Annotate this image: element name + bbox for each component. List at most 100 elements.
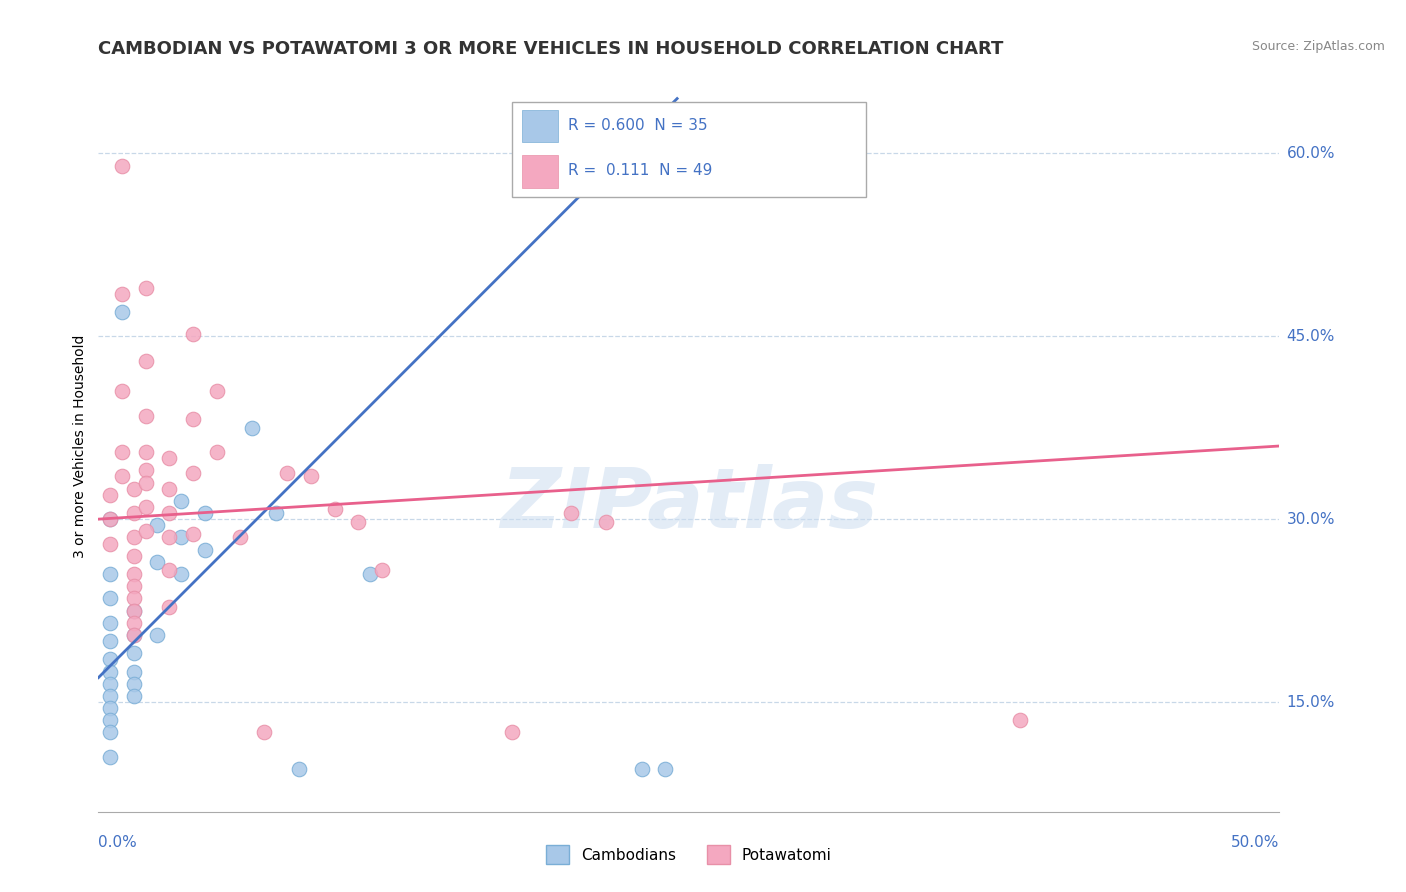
Point [264,506,287,520]
Text: ZIPatlas: ZIPatlas [501,464,877,545]
Point [654,762,676,776]
Point [359,567,381,582]
FancyBboxPatch shape [523,155,558,188]
Point [111,286,134,301]
Point [98,536,121,550]
Point [122,603,145,617]
Point [205,445,228,459]
Point [135,409,157,423]
Point [98,567,121,582]
Point [122,603,145,617]
Point [122,549,145,563]
Point [122,628,145,642]
Point [122,506,145,520]
Point [122,567,145,582]
Point [98,676,121,690]
Text: Source: ZipAtlas.com: Source: ZipAtlas.com [1251,40,1385,54]
Text: 45.0%: 45.0% [1286,329,1334,343]
Point [157,506,180,520]
Point [98,714,121,728]
Point [98,488,121,502]
Point [288,762,311,776]
Point [560,146,582,161]
Point [111,159,134,173]
Point [122,676,145,690]
Point [135,475,157,490]
Point [1008,714,1031,728]
Point [205,384,228,399]
Legend: Cambodians, Potawatomi: Cambodians, Potawatomi [540,839,838,870]
Point [122,615,145,630]
Point [98,725,121,739]
Point [111,469,134,483]
Point [181,526,204,541]
Point [157,482,180,496]
Point [98,701,121,715]
Point [122,530,145,544]
FancyBboxPatch shape [512,103,866,197]
Point [111,445,134,459]
Point [157,599,180,614]
Text: R =  0.111  N = 49: R = 0.111 N = 49 [568,163,713,178]
Point [253,725,276,739]
Point [98,591,121,606]
Point [122,482,145,496]
Point [276,466,298,480]
Text: 60.0%: 60.0% [1286,146,1334,161]
Point [98,689,121,703]
Point [122,628,145,642]
Point [560,506,582,520]
Point [98,665,121,679]
Point [157,563,180,577]
Point [146,555,169,569]
Text: CAMBODIAN VS POTAWATOMI 3 OR MORE VEHICLES IN HOUSEHOLD CORRELATION CHART: CAMBODIAN VS POTAWATOMI 3 OR MORE VEHICL… [98,40,1004,58]
Point [111,384,134,399]
Point [135,445,157,459]
Y-axis label: 3 or more Vehicles in Household: 3 or more Vehicles in Household [73,334,87,558]
Point [299,469,322,483]
Point [170,567,193,582]
Point [157,451,180,466]
Point [170,530,193,544]
Point [135,524,157,539]
Point [135,353,157,368]
Point [111,305,134,319]
Point [501,725,523,739]
Point [371,563,394,577]
Point [157,530,180,544]
Text: 15.0%: 15.0% [1286,695,1334,709]
Point [240,421,263,435]
Text: 0.0%: 0.0% [98,836,138,850]
Point [146,628,169,642]
FancyBboxPatch shape [523,110,558,142]
Point [347,515,370,529]
Text: R = 0.600  N = 35: R = 0.600 N = 35 [568,119,709,134]
Point [135,500,157,514]
Point [98,652,121,666]
Point [122,591,145,606]
Point [122,579,145,593]
Point [146,518,169,533]
Point [630,762,652,776]
Point [135,463,157,477]
Point [98,512,121,526]
Point [181,466,204,480]
Text: 30.0%: 30.0% [1286,512,1334,526]
Point [194,506,217,520]
Point [98,749,121,764]
Point [181,412,204,426]
Point [122,665,145,679]
Point [170,494,193,508]
Point [98,615,121,630]
Point [98,512,121,526]
Point [135,280,157,294]
Point [98,634,121,648]
Point [229,530,252,544]
Text: 50.0%: 50.0% [1232,836,1279,850]
Point [595,515,617,529]
Point [122,646,145,660]
Point [181,326,204,341]
Point [323,502,346,516]
Point [194,542,217,557]
Point [122,689,145,703]
